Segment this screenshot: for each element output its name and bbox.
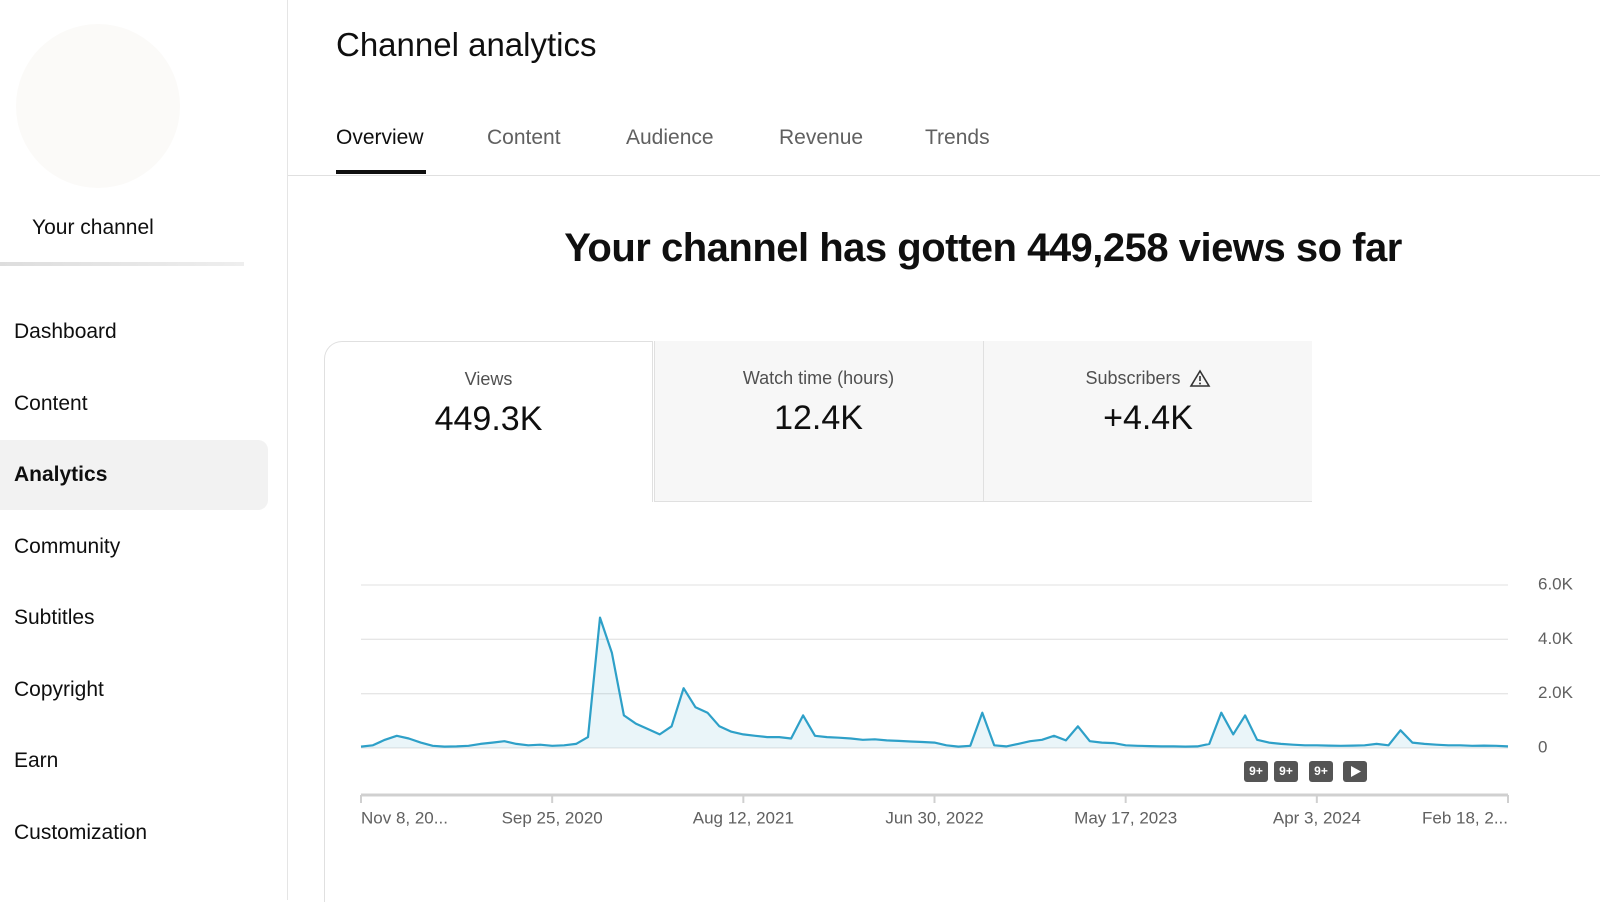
nav-item[interactable]: Copyright: [14, 677, 104, 701]
y-tick-label: 6.0K: [1538, 574, 1574, 593]
annotation-badge: [1309, 761, 1333, 782]
tab[interactable]: Trends: [925, 126, 990, 149]
metric-value: 449.3K: [434, 400, 543, 438]
nav-item[interactable]: Content: [14, 391, 88, 415]
nav-item[interactable]: Analytics: [0, 440, 268, 510]
video-marker-icon: [1351, 766, 1361, 777]
y-tick-label: 4.0K: [1538, 629, 1574, 648]
x-tick-label: Feb 18, 2...: [1422, 808, 1508, 827]
line: [360, 616, 1509, 748]
channel-subtitle: [0, 262, 244, 266]
annotation-badge: [1274, 761, 1298, 782]
channel-label[interactable]: Your channel: [32, 216, 154, 239]
x-tick-label: Sep 25, 2020: [502, 808, 603, 827]
metric-card[interactable]: Subscribers +4.4K: [983, 341, 1312, 502]
metric-value: +4.4K: [1103, 399, 1193, 437]
tab[interactable]: Audience: [626, 126, 714, 149]
nav-item[interactable]: Customization: [14, 820, 148, 844]
chart: 0 2.0K 4.0K 6.0K Nov 8, 20... Sep 25, 2020 Aug…: [360, 574, 1574, 827]
tab[interactable]: Overview: [336, 126, 424, 149]
y-tick-label: 2.0K: [1538, 683, 1574, 702]
tab[interactable]: Revenue: [779, 126, 864, 149]
x-tick-label: Apr 3, 2024: [1273, 808, 1361, 827]
nav-item[interactable]: Community: [14, 534, 121, 558]
nav-item[interactable]: Subtitles: [14, 606, 95, 629]
metric-label: Watch time (hours): [742, 368, 895, 388]
nav-item[interactable]: Dashboard: [14, 320, 117, 343]
panel-border: [324, 502, 325, 902]
headline: Your channel has gotten 449,258 views so…: [564, 226, 1402, 270]
warning-icon[interactable]: [1189, 369, 1211, 387]
metric-card[interactable]: Views 449.3K: [324, 341, 653, 502]
area: [361, 617, 1508, 748]
metric-card[interactable]: Watch time (hours) 12.4K: [653, 341, 983, 502]
card-placeholder: [1366, 358, 1600, 452]
annotation-badge: [1244, 761, 1268, 782]
annotation-label: 9+: [1249, 764, 1263, 778]
annotation-label: 9+: [1314, 764, 1328, 778]
y-tick-label: 0: [1538, 737, 1547, 756]
channel-avatar[interactable]: [16, 24, 180, 188]
x-tick-label: Jun 30, 2022: [885, 808, 983, 827]
sidebar: Your channel Dashboard Content Analytics Co…: [0, 0, 288, 900]
x-tick-label: May 17, 2023: [1074, 808, 1177, 827]
metric-label: Subscribers: [984, 368, 1312, 389]
x-tick-label: Nov 8, 20...: [361, 808, 448, 827]
tab-indicator: [336, 170, 426, 174]
page-title: Channel analytics: [336, 26, 597, 63]
divider: [288, 175, 1600, 176]
tab[interactable]: Content: [487, 126, 561, 149]
annotation-label: 9+: [1279, 764, 1293, 778]
x-tick-label: Aug 12, 2021: [693, 808, 794, 827]
nav-item[interactable]: Earn: [14, 749, 59, 772]
metric-label: Views: [464, 369, 513, 389]
metric-value: 12.4K: [774, 399, 863, 437]
